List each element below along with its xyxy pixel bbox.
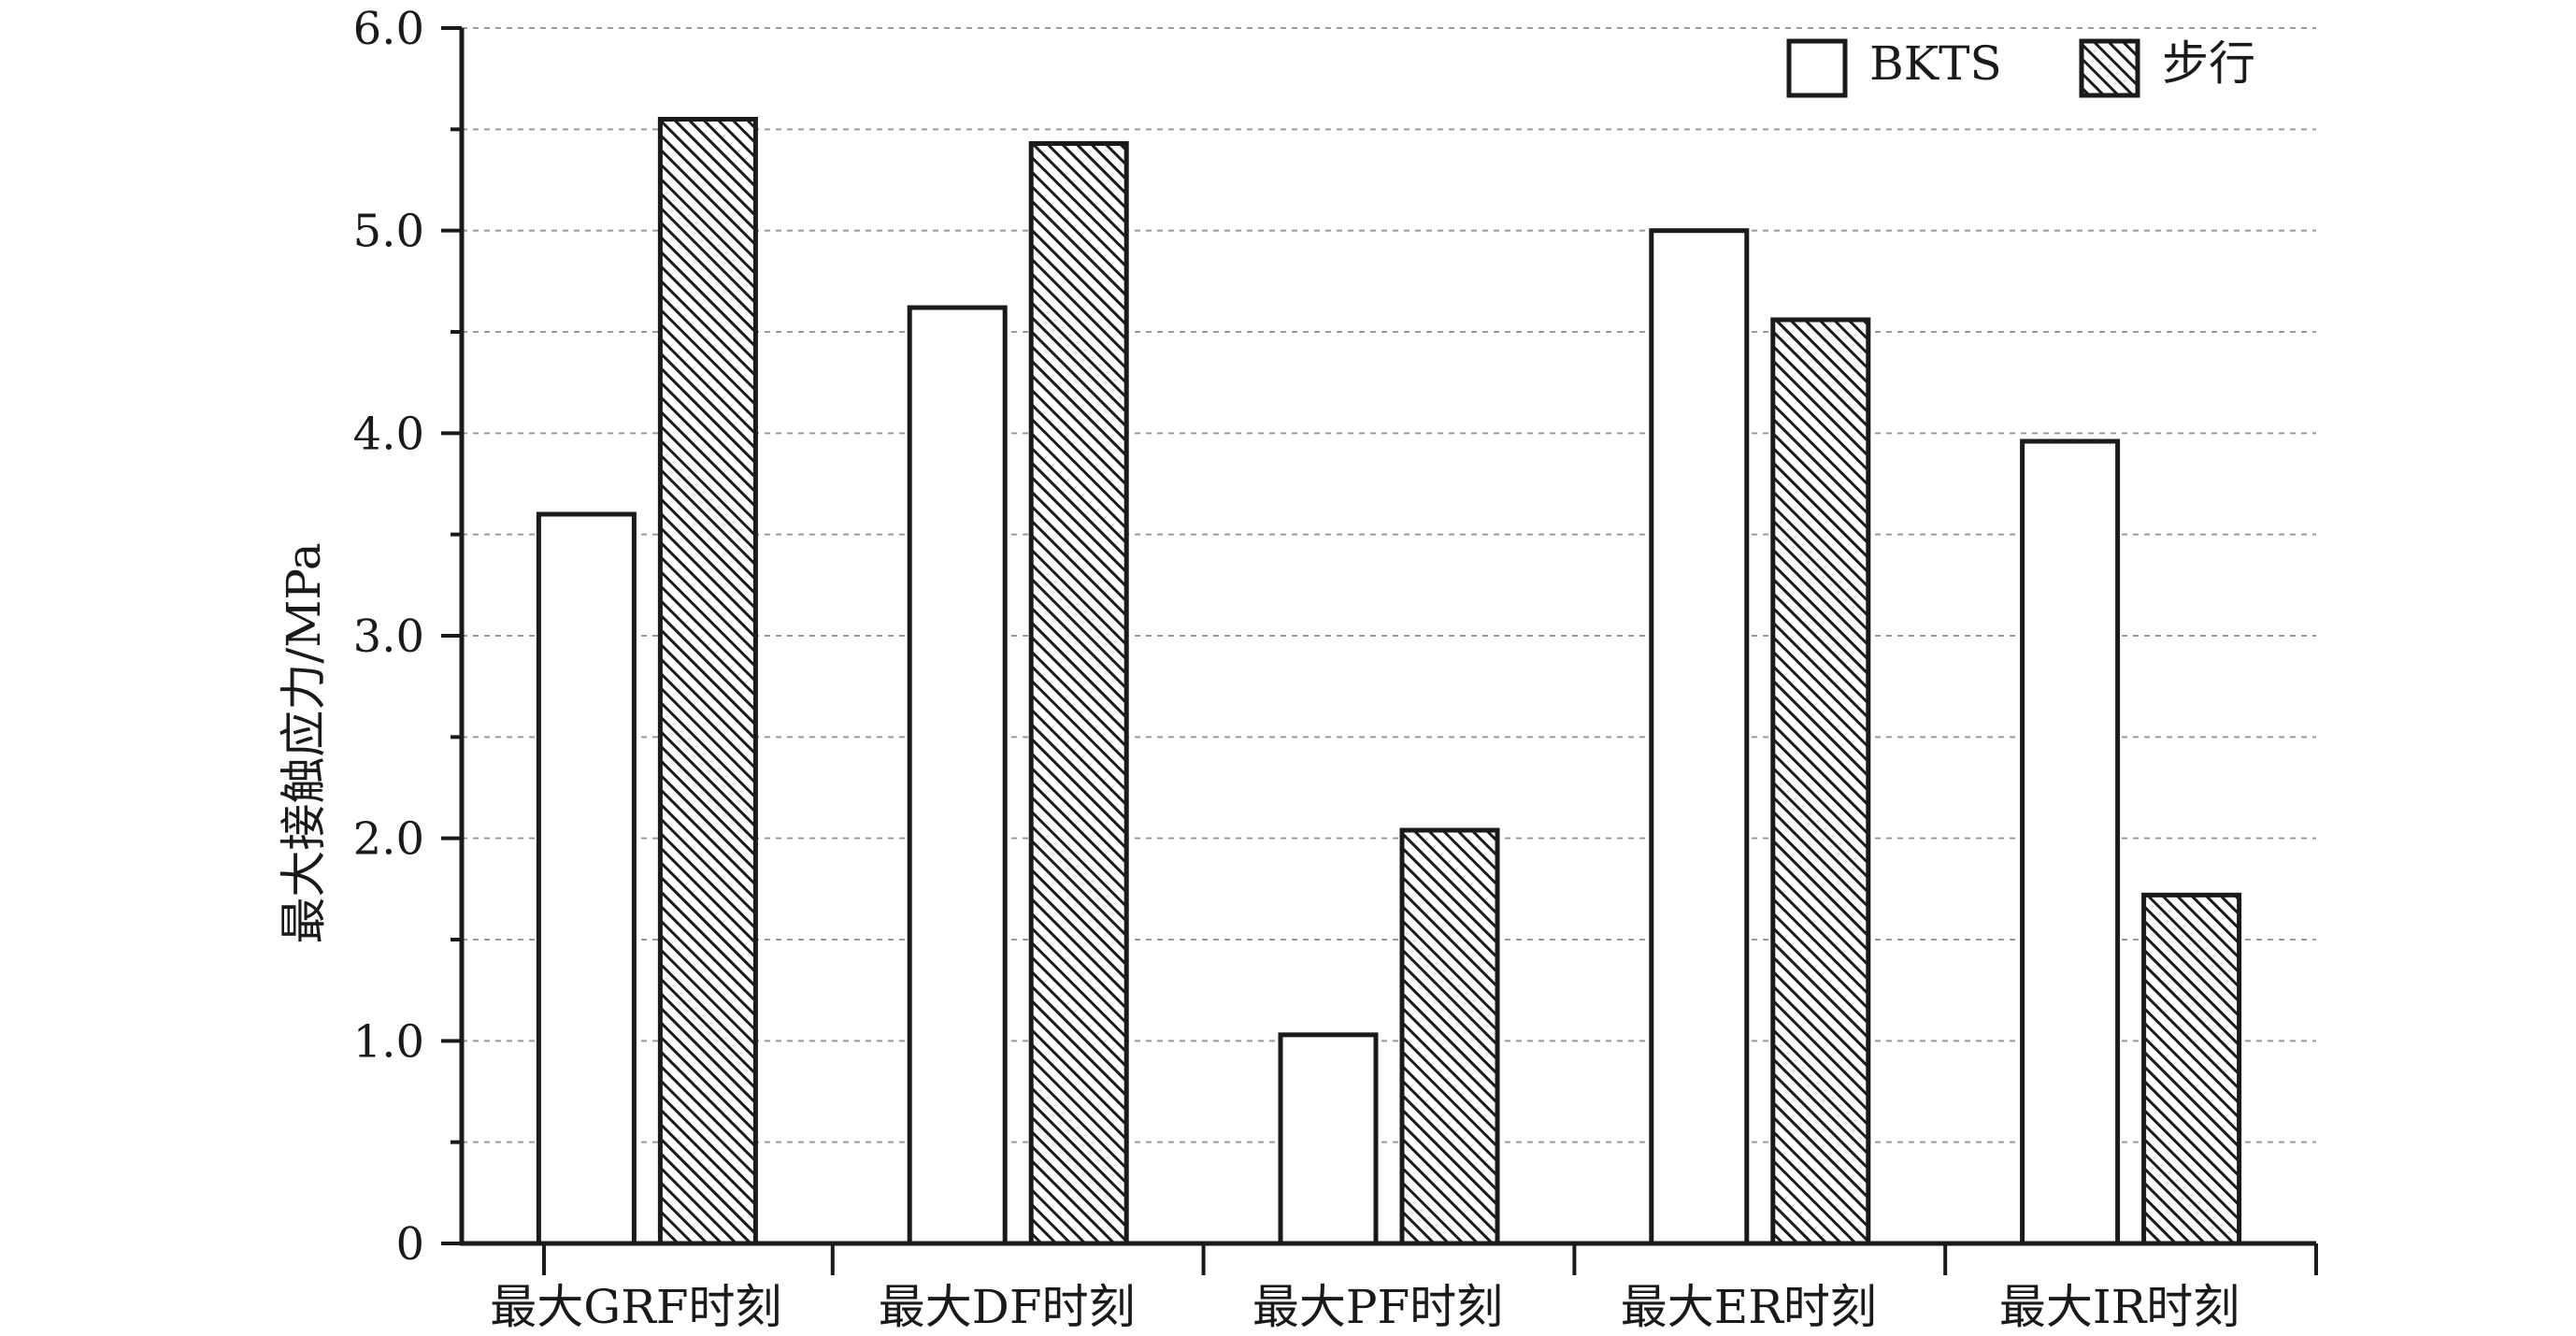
bar-walking [1399, 827, 1500, 1246]
x-tick-label: 最大IR时刻 [1999, 1280, 2240, 1332]
y-tick-label: 6.0 [353, 3, 424, 55]
axes [441, 26, 2318, 1275]
y-tick-label: 5.0 [353, 206, 424, 258]
y-tick-label: 0 [395, 1218, 424, 1271]
legend-swatch-bkts [1786, 38, 1848, 98]
bars [536, 117, 2242, 1246]
bar-walking [1028, 141, 1129, 1246]
x-tick-label: 最大ER时刻 [1621, 1280, 1877, 1332]
bar-walking [2141, 892, 2242, 1246]
legend-swatch-walking [2079, 38, 2140, 98]
bar-bkts [907, 305, 1008, 1246]
bar-walking [657, 117, 758, 1246]
bar-bkts [1278, 1032, 1379, 1246]
legend: BKTS 步行 [1786, 36, 2255, 98]
y-tick-label: 2.0 [353, 813, 424, 866]
y-axis-label: 最大接触应力/MPa [277, 542, 331, 943]
y-tick-label: 1.0 [353, 1015, 424, 1068]
x-tick-label: 最大GRF时刻 [490, 1280, 781, 1332]
bar-bkts [1649, 228, 1750, 1246]
x-tick-label: 最大DF时刻 [879, 1280, 1136, 1332]
bar-bkts [2020, 438, 2121, 1246]
y-tick-label: 3.0 [353, 611, 424, 663]
bar-walking [1770, 317, 1871, 1246]
bar-bkts [536, 511, 637, 1246]
y-tick-label: 4.0 [353, 408, 424, 460]
legend-label-bkts: BKTS [1869, 36, 2002, 91]
tick-labels: 0 1.0 2.0 3.0 4.0 5.0 6.0 最大GRF时刻 最大DF时刻 最大PF时刻 最大… [353, 3, 2240, 1334]
legend-label-walking: 步行 [2162, 36, 2255, 91]
x-tick-label: 最大PF时刻 [1252, 1280, 1503, 1332]
